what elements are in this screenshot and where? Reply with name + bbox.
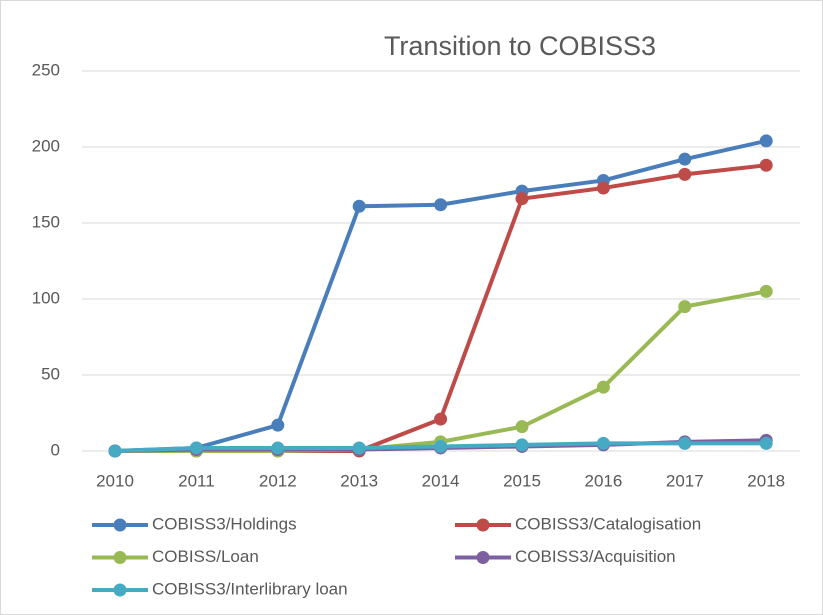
data-point bbox=[189, 441, 203, 455]
y-tick-label: 50 bbox=[41, 364, 60, 383]
data-point bbox=[759, 158, 773, 172]
data-point bbox=[515, 420, 529, 434]
data-point bbox=[596, 380, 610, 394]
x-tick-label: 2016 bbox=[584, 471, 622, 490]
legend-marker bbox=[476, 518, 490, 532]
legend-label: COBISS3/Acquisition bbox=[515, 547, 676, 566]
data-point bbox=[678, 436, 692, 450]
y-tick-label: 200 bbox=[32, 136, 60, 155]
data-point bbox=[596, 436, 610, 450]
data-point bbox=[434, 198, 448, 212]
x-tick-label: 2012 bbox=[259, 471, 297, 490]
data-point bbox=[515, 192, 529, 206]
x-tick-label: 2011 bbox=[178, 471, 215, 490]
y-tick-label: 0 bbox=[51, 440, 60, 459]
x-tick-label: 2014 bbox=[422, 471, 460, 490]
legend-marker bbox=[113, 518, 127, 532]
x-tick-label: 2018 bbox=[747, 471, 785, 490]
x-tick-label: 2017 bbox=[666, 471, 704, 490]
y-tick-label: 250 bbox=[32, 60, 60, 79]
data-point bbox=[678, 152, 692, 166]
legend-label: COBISS3/Catalogisation bbox=[515, 514, 701, 533]
data-point bbox=[271, 418, 285, 432]
legend-marker bbox=[113, 583, 127, 597]
data-point bbox=[108, 444, 122, 458]
x-tick-label: 2010 bbox=[96, 471, 134, 490]
data-point bbox=[352, 441, 366, 455]
data-point bbox=[515, 438, 529, 452]
data-point bbox=[434, 439, 448, 453]
legend-marker bbox=[113, 551, 127, 564]
data-point bbox=[678, 167, 692, 181]
x-tick-label: 2015 bbox=[503, 471, 541, 490]
chart-title: Transition to COBISS3 bbox=[384, 31, 656, 61]
data-point bbox=[434, 412, 448, 426]
data-point bbox=[596, 181, 610, 195]
legend-label: COBISS/Loan bbox=[152, 547, 259, 566]
y-tick-label: 150 bbox=[32, 212, 60, 231]
legend-marker bbox=[476, 551, 490, 564]
legend-label: COBISS3/Interlibrary loan bbox=[152, 579, 348, 598]
data-point bbox=[759, 436, 773, 450]
data-point bbox=[759, 284, 773, 298]
data-point bbox=[678, 300, 692, 314]
x-tick-label: 2013 bbox=[340, 471, 378, 490]
legend-label: COBISS3/Holdings bbox=[152, 514, 297, 533]
y-tick-label: 100 bbox=[32, 288, 60, 307]
data-point bbox=[352, 199, 366, 213]
data-point bbox=[759, 134, 773, 148]
data-point bbox=[271, 441, 285, 455]
